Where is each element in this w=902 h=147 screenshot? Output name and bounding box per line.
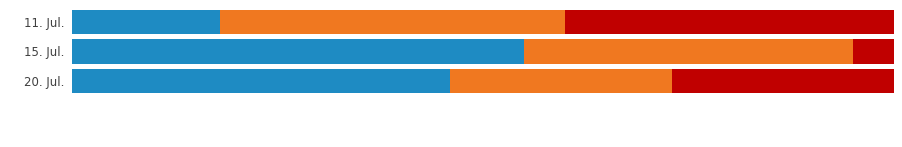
Bar [72, 69, 450, 93]
Bar [565, 10, 893, 34]
Bar [72, 39, 524, 64]
Bar [852, 39, 893, 64]
Bar [72, 10, 220, 34]
Bar [220, 10, 565, 34]
Bar [450, 69, 671, 93]
Bar [671, 69, 893, 93]
Bar [524, 39, 851, 64]
